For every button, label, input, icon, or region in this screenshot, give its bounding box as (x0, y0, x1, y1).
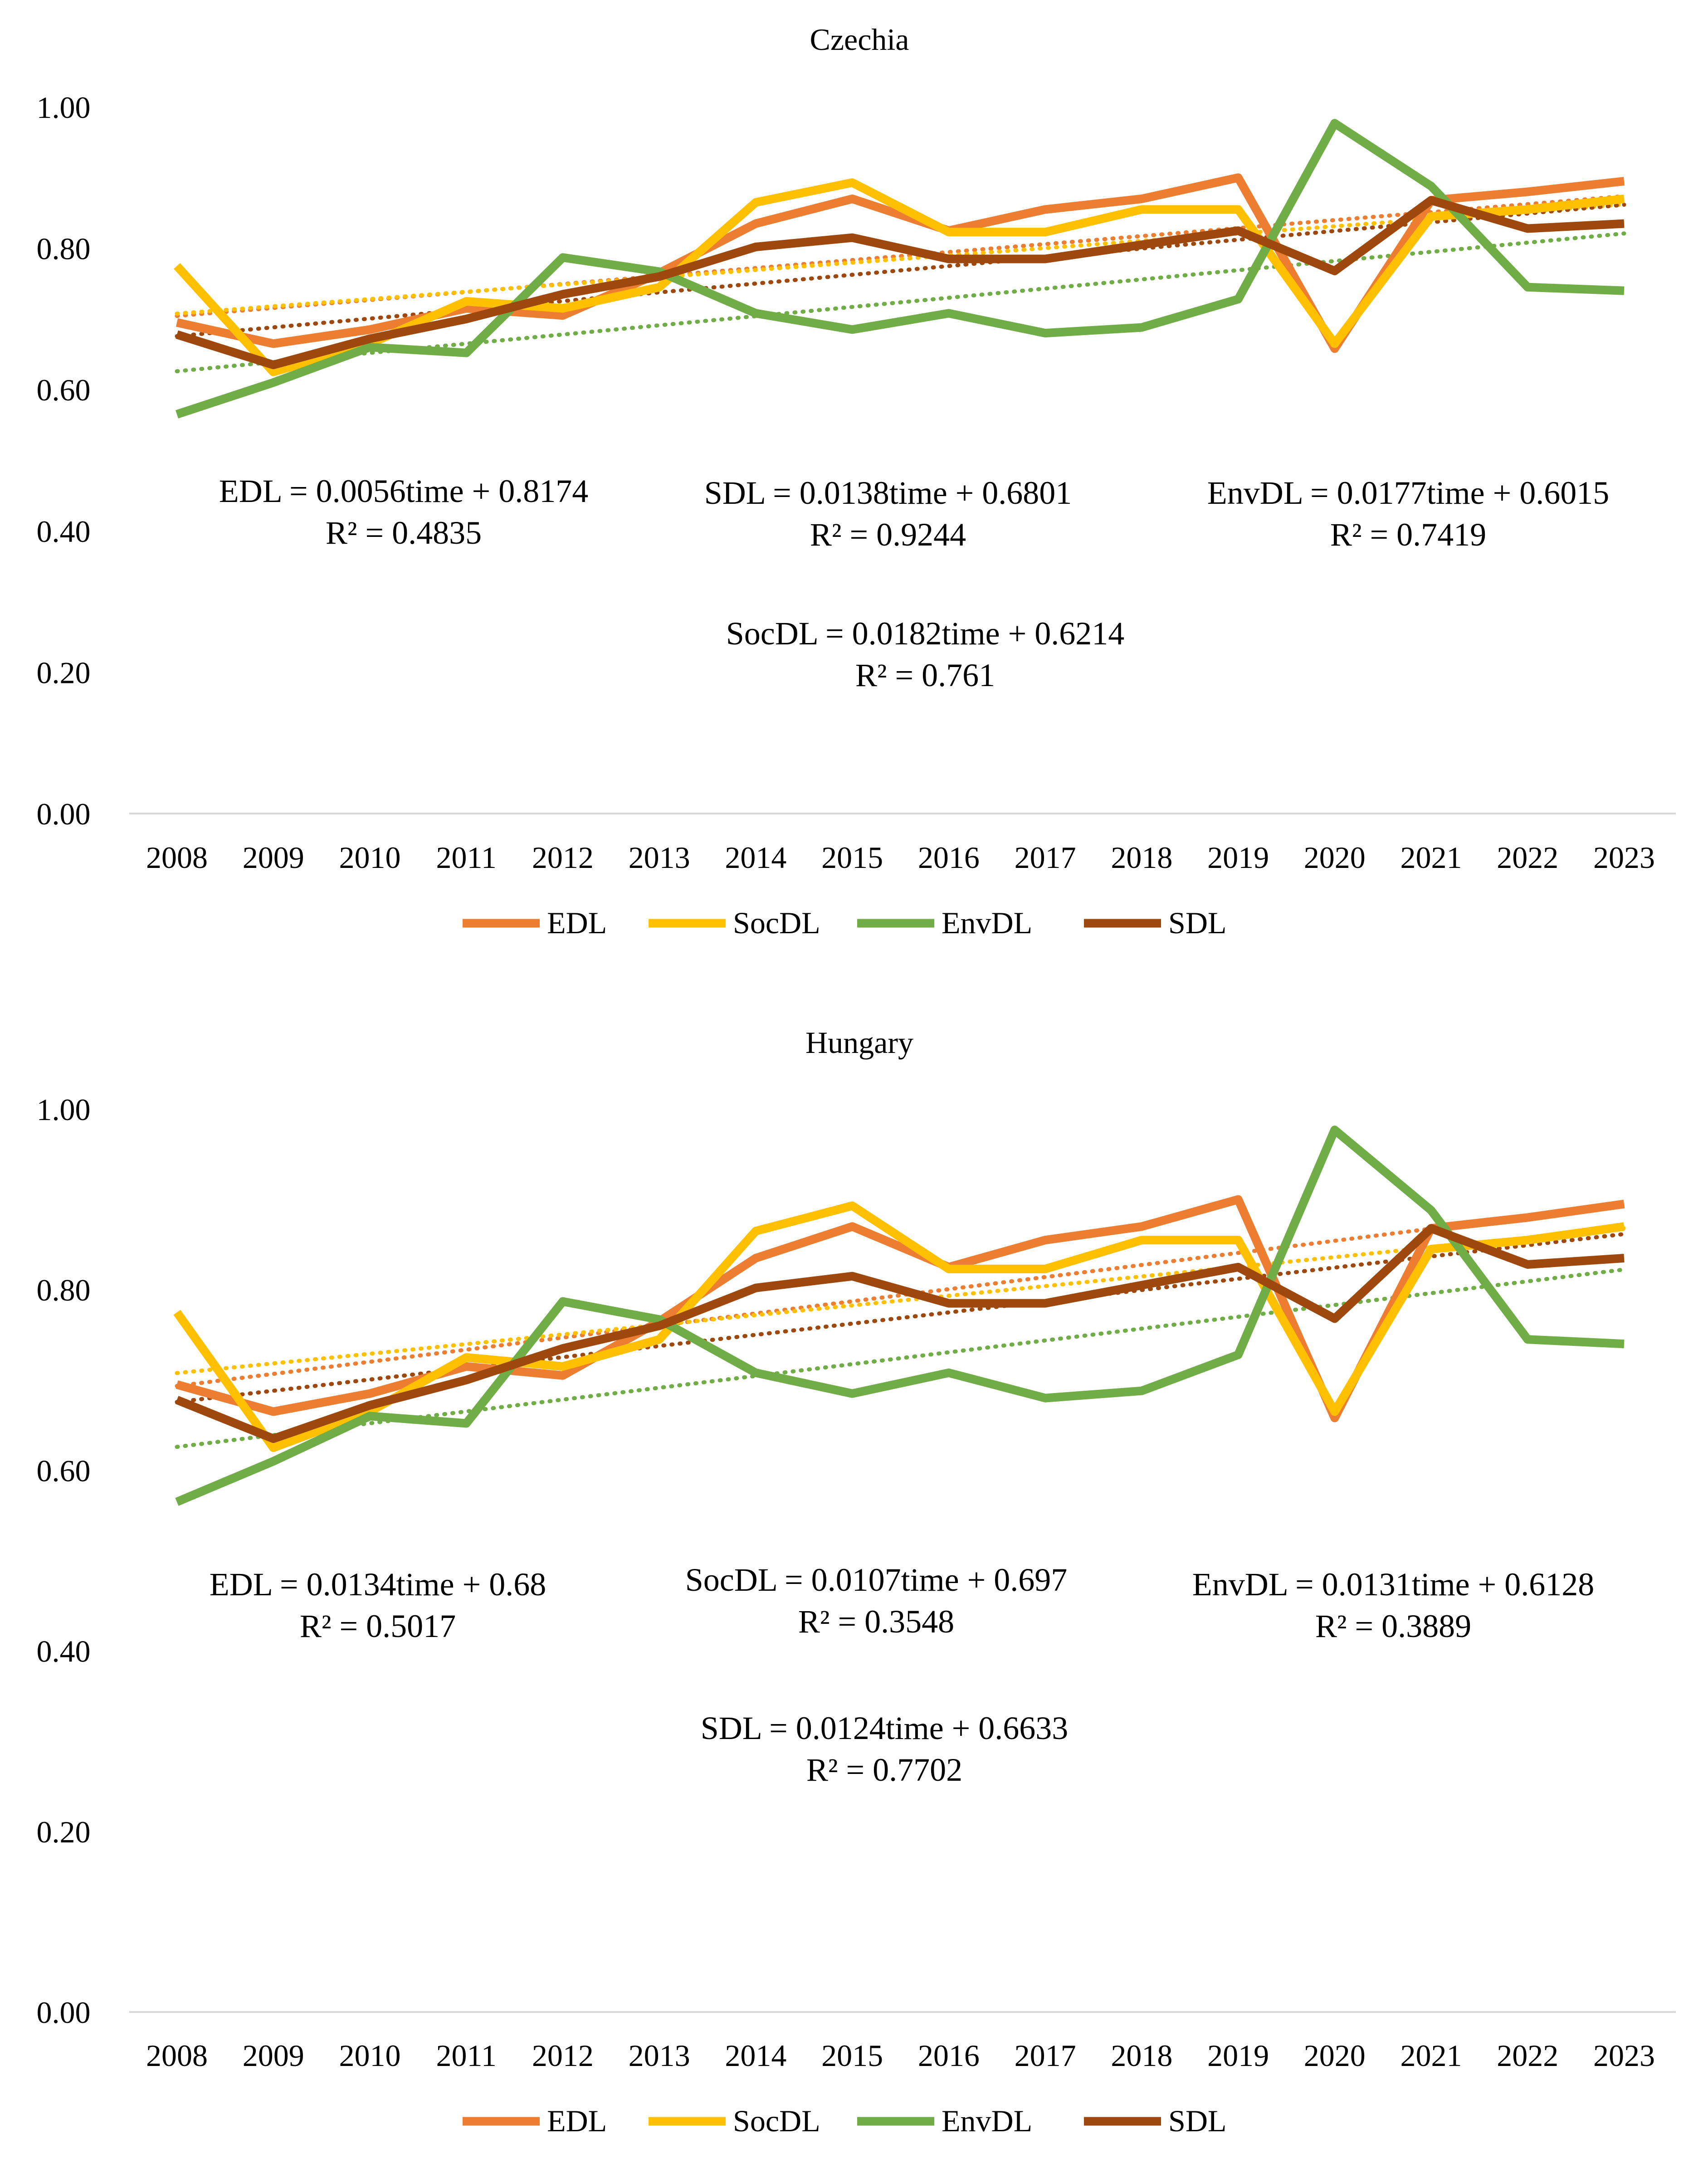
series-line-envdl (176, 119, 1625, 419)
y-tick-label: 0.60 (37, 1453, 91, 1488)
x-axis-ticks: 2008 2009 2010 2011 2012 2013 2014 2015 2016 2017… (146, 2038, 1655, 2073)
regression-r-squared: R² = 0.5017 (300, 1608, 456, 1644)
x-tick-label: 2017 (1015, 840, 1076, 875)
regression-annotations: EDL = 0.0134time + 0.68 R² = 0.5017 SocDL … (210, 1562, 1594, 1788)
trendline-sdl (175, 1232, 1626, 1404)
legend-label-socdl: SocDL (733, 2104, 820, 2138)
legend-label-socdl: SocDL (733, 906, 820, 940)
x-tick-label: 2012 (532, 2038, 594, 2073)
y-tick-label: 0.80 (37, 1273, 91, 1307)
x-tick-label: 2023 (1593, 840, 1655, 875)
y-tick-label: 0.00 (37, 1995, 91, 2030)
trendline-socdl (175, 1226, 1626, 1375)
x-axis-ticks: 2008 2009 2010 2011 2012 2013 2014 2015 2016 2017… (146, 840, 1655, 875)
x-tick-label: 2018 (1111, 840, 1172, 875)
trendline-edl (175, 194, 1626, 318)
series-lines (173, 1125, 1625, 1506)
x-tick-label: 2020 (1304, 2038, 1366, 2073)
x-tick-label: 2009 (243, 840, 304, 875)
trendline-sdl (175, 203, 1626, 338)
regression-r-squared: R² = 0.7702 (806, 1752, 962, 1788)
chart-title: Hungary (805, 1025, 913, 1060)
x-tick-label: 2012 (532, 840, 594, 875)
x-tick-label: 2014 (725, 2038, 786, 2073)
chart-title: Czechia (810, 22, 909, 57)
y-tick-label: 0.00 (37, 797, 91, 831)
regression-r-squared: R² = 0.3548 (798, 1603, 954, 1640)
x-tick-label: 2019 (1207, 2038, 1269, 2073)
series-lines (173, 119, 1625, 419)
y-axis-ticks: 0.00 0.20 0.40 0.60 0.80 1.00 (37, 1092, 91, 2030)
regression-r-squared: R² = 0.9244 (810, 516, 966, 553)
x-tick-label: 2021 (1401, 840, 1462, 875)
legend: EDL SocDL EnvDL SDL (463, 906, 1226, 940)
x-tick-label: 2013 (629, 840, 690, 875)
trendline-envdl (175, 231, 1626, 374)
regression-equation: SDL = 0.0124time + 0.6633 (701, 1710, 1069, 1746)
x-tick-label: 2022 (1497, 840, 1558, 875)
regression-equation: SocDL = 0.0182time + 0.6214 (726, 615, 1124, 652)
x-tick-label: 2019 (1207, 840, 1269, 875)
x-tick-label: 2015 (821, 2038, 883, 2073)
x-tick-label: 2008 (146, 840, 208, 875)
trendline-edl (175, 1202, 1626, 1388)
x-tick-label: 2016 (918, 2038, 980, 2073)
x-tick-label: 2008 (146, 2038, 208, 2073)
regression-equation: EnvDL = 0.0131time + 0.6128 (1192, 1566, 1594, 1603)
x-tick-label: 2014 (725, 840, 786, 875)
legend-label-envdl: EnvDL (942, 2104, 1032, 2138)
y-tick-label: 0.60 (37, 373, 91, 407)
legend-label-sdl: SDL (1168, 2104, 1226, 2138)
x-tick-label: 2016 (918, 840, 980, 875)
y-tick-label: 1.00 (37, 90, 91, 125)
x-tick-label: 2010 (339, 2038, 400, 2073)
regression-equation: EDL = 0.0134time + 0.68 (210, 1566, 546, 1603)
series-line-sdl (175, 1224, 1625, 1443)
regression-equation: EnvDL = 0.0177time + 0.6015 (1207, 475, 1609, 511)
regression-annotations: EDL = 0.0056time + 0.8174 R² = 0.4835 SDL … (219, 473, 1609, 693)
series-line-sdl (176, 196, 1625, 370)
trendline-socdl (175, 202, 1626, 316)
x-tick-label: 2009 (243, 2038, 304, 2073)
y-axis-ticks: 0.00 0.20 0.40 0.60 0.80 1.00 (37, 90, 91, 831)
regression-r-squared: R² = 0.4835 (326, 515, 482, 551)
legend-label-envdl: EnvDL (942, 906, 1032, 940)
series-line-socdl (173, 178, 1625, 376)
y-tick-label: 0.40 (37, 1634, 91, 1669)
legend: EDL SocDL EnvDL SDL (463, 2104, 1226, 2138)
regression-r-squared: R² = 0.7419 (1330, 516, 1486, 553)
x-tick-label: 2018 (1111, 2038, 1172, 2073)
regression-r-squared: R² = 0.761 (855, 657, 995, 693)
legend-label-edl: EDL (547, 2104, 607, 2138)
chart-czechia: Czechia 0.000.200.400.600.801.00 2008 200… (37, 22, 1676, 940)
regression-r-squared: R² = 0.3889 (1315, 1608, 1471, 1644)
y-tick-label: 0.40 (37, 514, 91, 549)
y-tick-label: 0.80 (37, 232, 91, 266)
x-tick-label: 2011 (436, 2038, 496, 2073)
y-tick-label: 1.00 (37, 1092, 91, 1127)
legend-label-edl: EDL (547, 906, 607, 940)
x-tick-label: 2020 (1304, 840, 1366, 875)
series-line-envdl (175, 1125, 1625, 1506)
legend-label-sdl: SDL (1168, 906, 1226, 940)
y-tick-label: 0.20 (37, 1815, 91, 1849)
x-tick-label: 2015 (821, 840, 883, 875)
y-tick-label: 0.20 (37, 655, 91, 690)
regression-equation: EDL = 0.0056time + 0.8174 (219, 473, 588, 509)
x-tick-label: 2017 (1015, 2038, 1076, 2073)
x-tick-label: 2021 (1401, 2038, 1462, 2073)
series-line-socdl (173, 1201, 1625, 1452)
regression-equation: SocDL = 0.0107time + 0.697 (685, 1562, 1067, 1598)
trendlines (175, 194, 1626, 374)
x-tick-label: 2013 (629, 2038, 690, 2073)
x-tick-label: 2023 (1593, 2038, 1655, 2073)
chart-hungary: Hungary 0.000.200.400.600.801.00 2008 200… (37, 1025, 1676, 2138)
x-tick-label: 2022 (1497, 2038, 1558, 2073)
x-tick-label: 2011 (436, 840, 496, 875)
regression-equation: SDL = 0.0138time + 0.6801 (704, 475, 1072, 511)
x-tick-label: 2010 (339, 840, 400, 875)
